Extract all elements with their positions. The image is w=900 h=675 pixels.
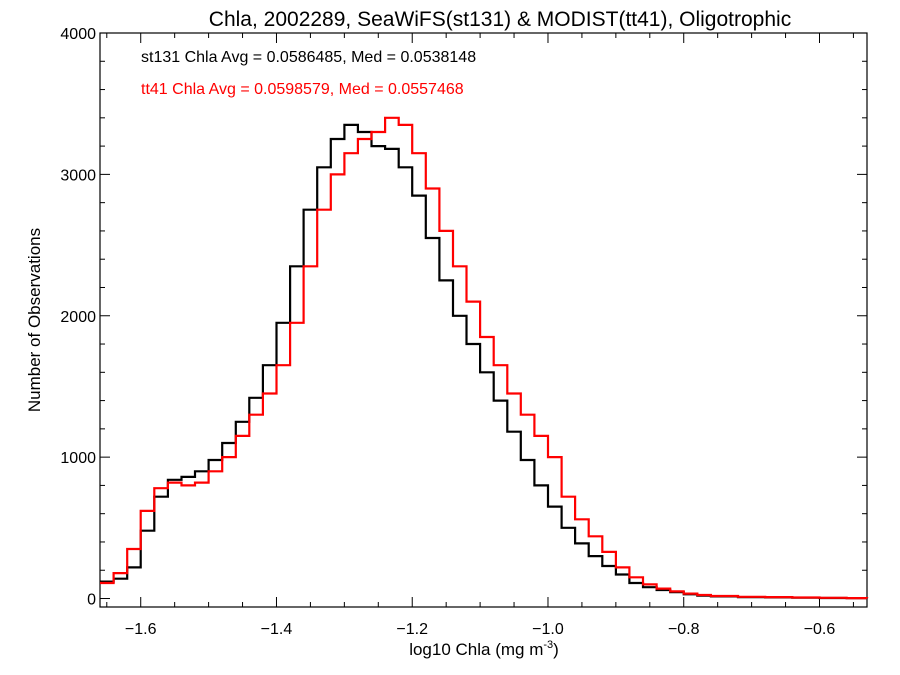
- plot-frame: [99, 32, 868, 608]
- y-tick-label: 4000: [60, 26, 96, 43]
- x-tick-label: −0.8: [668, 621, 700, 638]
- y-tick-label: 3000: [60, 167, 96, 184]
- x-tick-label: −0.6: [804, 621, 836, 638]
- axis-ticks: −1.6 −1.4 −1.2 −1.0 −0.8 −0.6 0 1000 2000 3000 400…: [60, 26, 867, 638]
- x-tick-label: −1.2: [396, 621, 428, 638]
- series-0-line: [100, 123, 869, 600]
- x-axis-title-superscript: -3: [543, 639, 553, 651]
- x-axis-title-text: log10 Chla (mg m: [409, 640, 543, 659]
- series-group: [100, 116, 869, 600]
- annotation-st131: st131 Chla Avg = 0.0586485, Med = 0.0538…: [141, 49, 476, 66]
- y-tick-label: 0: [87, 592, 96, 609]
- x-tick-label: −1.4: [261, 621, 293, 638]
- series-1-line: [100, 116, 869, 600]
- x-axis-title: log10 Chla (mg m-3): [409, 639, 559, 659]
- chart-title: Chla, 2002289, SeaWiFS(st131) & MODIST(t…: [209, 8, 791, 31]
- y-axis-title: Number of Observations: [25, 228, 44, 412]
- x-tick-label: −1.6: [125, 621, 157, 638]
- y-tick-label: 2000: [60, 309, 96, 326]
- annotation-tt41: tt41 Chla Avg = 0.0598579, Med = 0.05574…: [141, 81, 464, 98]
- y-tick-label: 1000: [60, 450, 96, 467]
- x-axis-title-end: ): [553, 640, 559, 659]
- x-tick-label: −1.0: [532, 621, 564, 638]
